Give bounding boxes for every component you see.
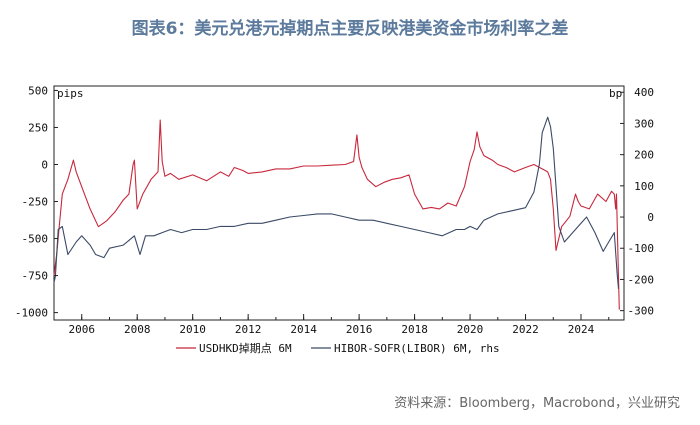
legend-label-hibor: HIBOR-SOFR(LIBOR) 6M, rhs xyxy=(334,342,500,355)
right-tick-label: 400 xyxy=(634,86,654,99)
x-tick-label: 2020 xyxy=(457,323,484,336)
left-tick-label: -1000 xyxy=(15,307,48,320)
chart-title: 图表6：美元兑港元掉期点主要反映港美资金市场利率之差 xyxy=(131,19,569,39)
usdhkd-series-line xyxy=(53,119,620,310)
left-tick-label: -500 xyxy=(22,233,49,246)
right-tick-label: -100 xyxy=(628,242,655,255)
right-axis-unit: bp xyxy=(609,87,622,100)
x-tick-label: 2012 xyxy=(235,323,262,336)
left-tick-label: 0 xyxy=(41,158,48,171)
x-axis-ticks: 2006 2008 2010 2012 2014 2016 2018 2020 2022 2024 xyxy=(53,314,610,336)
x-tick-label: 2010 xyxy=(179,323,206,336)
x-tick-label: 2024 xyxy=(568,323,595,336)
x-tick-label: 2018 xyxy=(401,323,428,336)
plot-frame xyxy=(53,85,625,321)
left-tick-label: -250 xyxy=(22,196,49,209)
left-tick-label: 500 xyxy=(28,84,48,97)
right-tick-label: -200 xyxy=(628,273,655,286)
series-layer xyxy=(53,116,620,310)
left-tick-label: 250 xyxy=(28,121,48,134)
left-axis-unit: pips xyxy=(57,87,84,100)
hibor-series-line xyxy=(53,116,620,289)
source-note: 资料来源：Bloomberg，Macrobond，兴业研究 xyxy=(394,396,680,411)
right-tick-label: 200 xyxy=(634,149,654,162)
right-tick-label: 300 xyxy=(634,117,654,130)
right-tick-label: 100 xyxy=(634,180,654,193)
x-tick-label: 2022 xyxy=(512,323,539,336)
right-axis-ticks: 400 300 200 100 0 -100 -200 -300 xyxy=(620,86,655,318)
legend-label-usdhkd: USDHKD掉期点 6M xyxy=(199,341,292,355)
legend: USDHKD掉期点 6M HIBOR-SOFR(LIBOR) 6M, rhs xyxy=(176,341,500,355)
right-tick-label: -300 xyxy=(628,305,655,318)
x-tick-label: 2016 xyxy=(346,323,373,336)
right-tick-label: 0 xyxy=(647,211,654,224)
plot-border xyxy=(53,85,625,321)
x-tick-label: 2006 xyxy=(68,323,95,336)
left-axis-ticks: 500 250 0 -250 -500 -750 -1000 xyxy=(15,84,58,320)
x-tick-label: 2008 xyxy=(124,323,151,336)
left-tick-label: -750 xyxy=(22,270,49,283)
x-tick-label: 2014 xyxy=(290,323,317,336)
